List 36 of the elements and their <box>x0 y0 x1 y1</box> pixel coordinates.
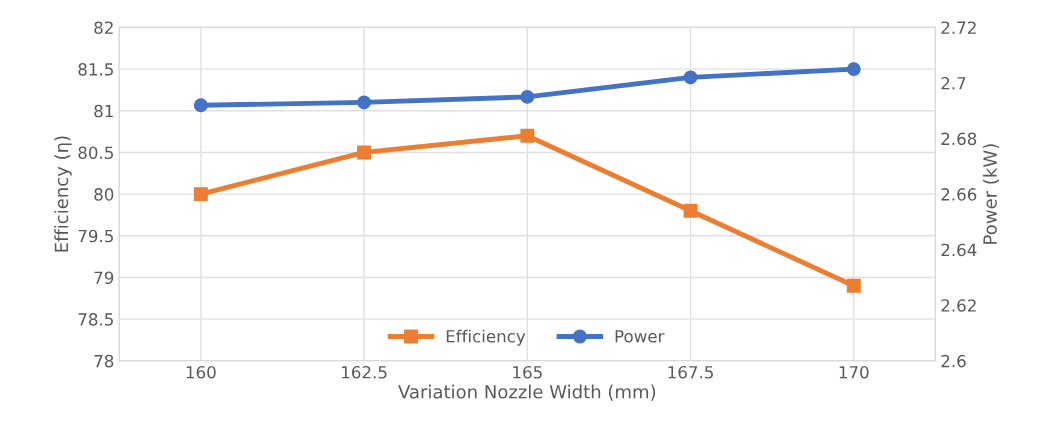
point <box>846 278 861 293</box>
x-tick-label: 165 <box>513 365 542 379</box>
x-tick-label: 170 <box>839 365 869 379</box>
y-tick-label: 78 <box>94 354 114 368</box>
y2-tick-label: 2.7 <box>941 76 966 90</box>
y2-tick-label: 2.66 <box>941 188 977 201</box>
point <box>357 95 372 110</box>
y-tick-label: 78.5 <box>78 313 113 326</box>
point <box>193 187 208 202</box>
point <box>357 145 372 160</box>
y-axis-title: Efficiency (η) <box>54 136 72 252</box>
x-axis-title: Variation Nozzle Width (mm) <box>398 384 656 401</box>
y2-axis-title: Power (kW) <box>982 144 999 244</box>
y2-tick-label: 2.68 <box>941 132 977 146</box>
x-tick-label: 160 <box>186 365 216 379</box>
y-tick-label: 79.5 <box>78 229 113 243</box>
point <box>520 128 535 143</box>
y-tick-label: 81.5 <box>78 63 113 76</box>
y2-tick-label: 2.6 <box>941 354 966 368</box>
y-tick-label: 82 <box>94 21 113 34</box>
legend-label: Efficiency <box>446 329 526 346</box>
y2-tick-label: 2.62 <box>941 299 976 312</box>
point <box>846 62 861 77</box>
x-tick-label: 167.5 <box>668 365 713 379</box>
point <box>683 203 698 218</box>
x-tick-label: 162.5 <box>342 365 387 379</box>
y-tick-label: 80 <box>94 188 114 201</box>
y-tick-label: 81 <box>94 104 113 118</box>
legend-label: Power <box>615 330 665 343</box>
y2-tick-label: 2.72 <box>941 21 976 34</box>
y-tick-label: 79 <box>94 271 114 285</box>
point <box>683 70 698 85</box>
y-tick-label: 80.5 <box>78 146 113 160</box>
point <box>520 89 535 104</box>
y2-tick-label: 2.64 <box>941 243 977 257</box>
point <box>193 98 208 113</box>
